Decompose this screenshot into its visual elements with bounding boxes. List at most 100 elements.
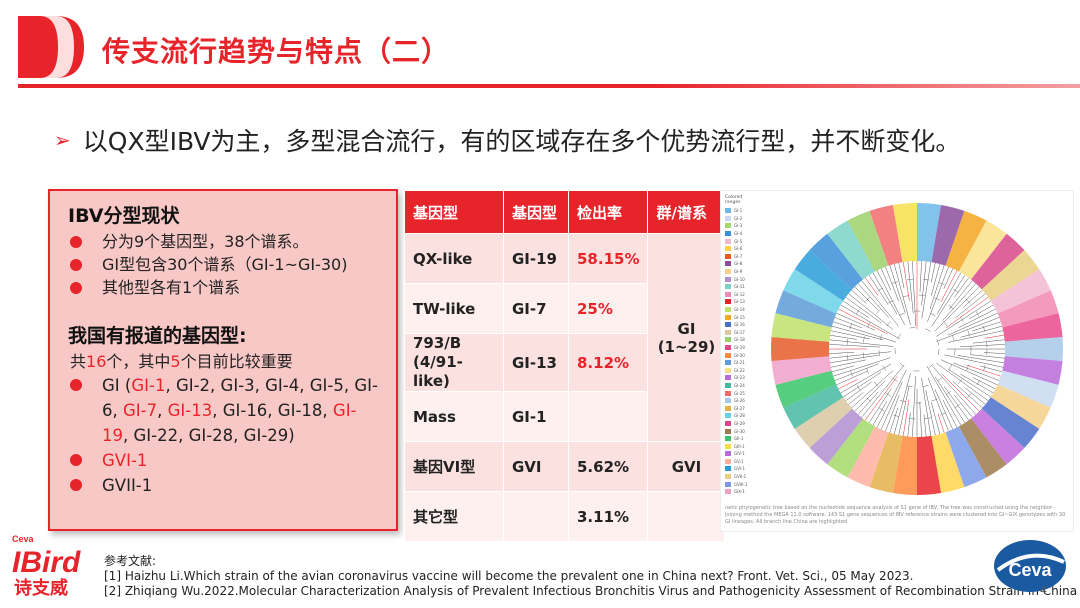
box-heading-china: 我国有报道的基因型: <box>68 325 247 347</box>
legend-label: GI-17 <box>734 329 745 335</box>
tree-branch <box>930 263 941 296</box>
tree-branch <box>857 391 879 415</box>
tree-clade-sector <box>917 203 942 263</box>
tree-branch <box>940 359 998 386</box>
list-item: 其他型各有1个谱系 <box>64 276 382 299</box>
svg-text:Ceva: Ceva <box>1008 560 1052 580</box>
genotype-summary-box: IBV分型现状 分为9个基因型，38个谱系。 GI型包含30个谱系（GI-1~G… <box>48 189 398 531</box>
tree-branch <box>868 275 889 305</box>
tree-branch <box>934 286 980 332</box>
tree-branch <box>898 386 910 436</box>
tree-branch <box>865 277 879 296</box>
tree-branch <box>845 381 872 401</box>
main-bullet-text: 以QX型IBV为主，多型混合流行，有的区域存在多个优势流行型，并不断变化。 <box>82 127 961 156</box>
tree-branch <box>834 317 863 329</box>
legend-swatch <box>725 344 731 350</box>
tree-branch <box>889 265 906 313</box>
legend-swatch <box>725 489 731 495</box>
tree-branch <box>947 312 998 336</box>
legend-entry: GVI-1 <box>725 465 759 473</box>
table-row: TW-like GI-7 25% <box>404 283 725 334</box>
tree-branch <box>954 277 969 298</box>
legend-entry: GI-18 <box>725 336 759 344</box>
legend-swatch <box>725 428 731 434</box>
legend-label: GI-5 <box>734 238 743 244</box>
tree-branch <box>936 272 962 315</box>
page-number: 4 <box>1040 584 1047 597</box>
tree-branch <box>898 262 905 289</box>
legend-entry: GI-11 <box>725 283 759 291</box>
legend-entry: GI-20 <box>725 351 759 359</box>
tree-branch <box>902 399 910 436</box>
legend-label: GI-20 <box>734 352 745 358</box>
tree-branch <box>957 355 1004 364</box>
tree-branch <box>912 375 916 437</box>
legend-entry: GI-26 <box>725 397 759 405</box>
table-row: 其它型 3.11% <box>404 491 726 542</box>
legend-label: GI-12 <box>734 291 745 297</box>
legend-swatch <box>725 231 731 237</box>
tree-branch <box>851 370 894 409</box>
tree-branch <box>929 265 945 310</box>
tree-clade-sector <box>917 435 942 495</box>
tree-branch <box>931 365 977 415</box>
tree-clade-sector <box>869 204 903 266</box>
box-heading-ibv: IBV分型现状 <box>68 205 180 227</box>
legend-label: GI-2 <box>734 215 743 221</box>
tree-branch <box>927 377 949 432</box>
legend-swatch <box>725 398 731 404</box>
tree-branch <box>831 365 855 373</box>
tree-branch <box>846 278 988 420</box>
legend-label: GI-26 <box>734 398 745 404</box>
tree-branch <box>830 330 871 340</box>
legend-entry: GI-4 <box>725 230 759 238</box>
legend-entry: GI-6 <box>725 245 759 253</box>
legend-label: GVIII-1 <box>734 481 748 487</box>
tree-branch <box>885 266 899 302</box>
tree-branch <box>829 351 892 359</box>
tree-clade-sector <box>981 250 1040 301</box>
legend-swatch <box>725 420 731 426</box>
legend-swatch <box>725 466 731 472</box>
legend-label: GI-13 <box>734 299 745 305</box>
tree-clade-sector <box>783 384 844 429</box>
tree-clade-sector <box>869 432 903 494</box>
legend-label: GI-19 <box>734 344 745 350</box>
tree-clade-sector <box>809 233 863 290</box>
tree-branch <box>948 330 1004 343</box>
legend-label: GI-8 <box>734 261 743 267</box>
tree-branch <box>934 376 966 423</box>
list-item: 分为9个基因型，38个谱系。 <box>64 230 382 253</box>
tree-clade-sector <box>783 269 844 314</box>
legend-swatch <box>725 390 731 396</box>
table-header: 基因型 <box>503 190 569 234</box>
tree-branch <box>861 280 899 327</box>
tree-branch <box>854 286 879 311</box>
legend-entry: GI-16 <box>725 321 759 329</box>
tree-branch <box>926 366 962 426</box>
legend-label: GI-15 <box>734 314 745 320</box>
legend-label: GI-1 <box>734 208 743 214</box>
legend-label: GVII-1 <box>734 474 747 480</box>
legend-entry: GII-1 <box>725 435 759 443</box>
legend-swatch <box>725 223 731 229</box>
legend-label: GI-11 <box>734 284 745 290</box>
tree-clade-sector <box>1002 356 1063 385</box>
table-row: QX-like GI-19 58.15% GI (1~29) <box>404 233 726 442</box>
tree-clade-sector <box>771 313 832 342</box>
legend-label: GI-16 <box>734 322 745 328</box>
svg-text:Ceva: Ceva <box>12 534 35 544</box>
legend-entry: GIII-1 <box>725 442 759 450</box>
tree-branch <box>848 392 864 405</box>
legend-label: GIX-1 <box>734 489 745 495</box>
tree-branch <box>834 363 879 381</box>
table-row: Mass GI-1 <box>404 391 725 442</box>
svg-text:诗支威: 诗支威 <box>14 577 68 599</box>
legend-swatch <box>725 375 731 381</box>
tree-clade-sector <box>931 204 965 266</box>
tree-clade-sector <box>775 370 837 408</box>
page-title: 传支流行趋势与特点（二） <box>102 35 451 68</box>
tree-branch <box>843 372 882 398</box>
legend-swatch <box>725 208 731 214</box>
